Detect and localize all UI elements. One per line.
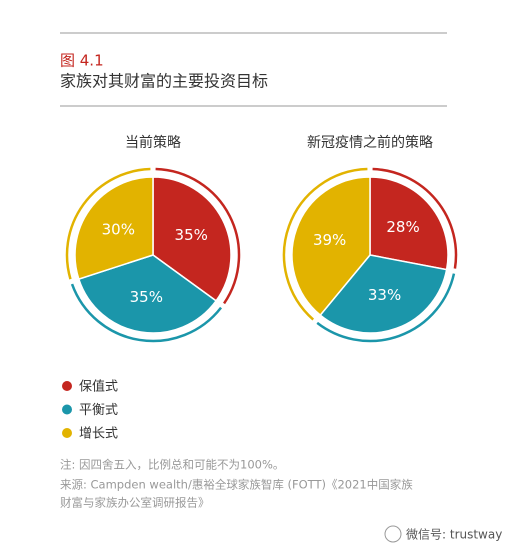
pie-slice	[77, 254, 218, 334]
pie-ring	[70, 283, 223, 343]
legend-swatch	[62, 404, 72, 415]
legend-swatch	[62, 381, 72, 391]
value-label: 35%	[130, 288, 163, 306]
legend-label: 平衡式	[79, 403, 118, 418]
pie-ring	[65, 167, 151, 280]
value-label: 39%	[313, 231, 346, 249]
source: 财富与家族办公室调研报告》	[60, 496, 210, 510]
value-label: 30%	[102, 220, 135, 238]
pie-title: 当前策略	[125, 134, 181, 151]
legend-label: 增长式	[79, 427, 118, 442]
pie-slice	[319, 254, 448, 334]
watermark-icon	[384, 525, 402, 543]
note: 注: 因四舍五入，比例总和可能不为100%。	[60, 458, 284, 472]
pie-slice	[74, 176, 154, 281]
pie-slice	[369, 176, 449, 271]
pie-ring	[372, 167, 458, 269]
pie-ring	[316, 273, 456, 343]
value-label: 28%	[386, 218, 419, 236]
pie-ring	[282, 167, 368, 321]
pie-title: 新冠疫情之前的策略	[307, 134, 433, 151]
figure-label: 图 4.1	[60, 52, 104, 70]
watermark: 微信号: trustway	[406, 528, 502, 542]
pie-slice	[291, 176, 371, 317]
pie-ring	[155, 167, 241, 305]
legend-label: 保值式	[79, 379, 118, 395]
pie-slice	[152, 176, 232, 302]
chart-title: 家族对其财富的主要投资目标	[60, 72, 268, 91]
value-label: 35%	[175, 226, 208, 244]
legend-swatch	[62, 428, 72, 438]
value-label: 33%	[368, 286, 401, 304]
source: 来源: Campden wealth/惠裕全球家族智库 (FOTT)《2021中…	[60, 478, 413, 492]
